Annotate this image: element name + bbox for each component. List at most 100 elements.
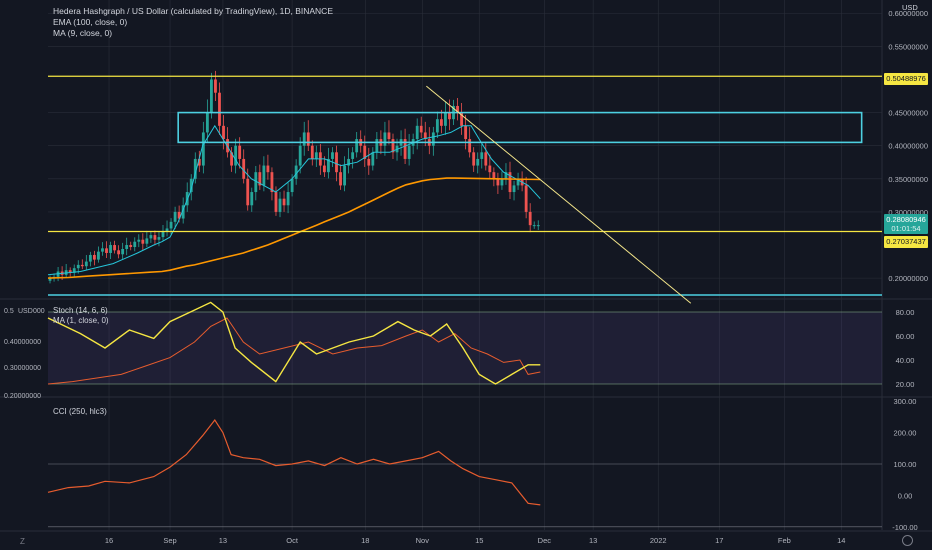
- candle-body: [68, 270, 72, 273]
- overlay-axis-label: 0.40000000: [4, 339, 41, 346]
- candle-body: [153, 235, 157, 240]
- candle-body: [218, 92, 221, 126]
- overlay-axis-label: 0.5: [4, 308, 14, 315]
- bottom-left-icon[interactable]: Z: [20, 537, 25, 546]
- resistance-zone-box: [177, 111, 863, 144]
- candle-body: [121, 248, 125, 255]
- candle-body: [347, 158, 351, 166]
- ma-legend[interactable]: MA (9, close, 0): [53, 28, 113, 38]
- candle-body: [508, 172, 512, 193]
- candle-body: [351, 152, 355, 159]
- candle-body: [439, 119, 443, 126]
- candle-body: [250, 192, 254, 206]
- candle-body: [92, 254, 96, 260]
- candle-body: [278, 198, 282, 212]
- candle-body: [339, 172, 342, 186]
- candle-body: [80, 264, 84, 267]
- candle-body: [472, 152, 476, 166]
- candle-body: [431, 132, 435, 146]
- candle-body: [444, 112, 447, 126]
- candle-body: [464, 125, 468, 140]
- price-axis-label: 0.30000000: [888, 208, 928, 217]
- candle-body: [302, 132, 306, 146]
- candle-body: [391, 139, 395, 153]
- candle-body: [177, 211, 181, 219]
- candle-body: [76, 264, 80, 269]
- ema-legend[interactable]: EMA (100, close, 0): [53, 17, 128, 27]
- candle-body: [286, 192, 290, 206]
- descending-trendline: [426, 85, 692, 304]
- stoch-axis-label: 20.00: [896, 380, 915, 389]
- candle-body: [492, 172, 496, 179]
- candle-body: [181, 205, 185, 219]
- candle-body: [488, 165, 492, 173]
- candle-body: [214, 79, 217, 93]
- candle-body: [387, 132, 391, 140]
- price-axis-label: 0.45000000: [888, 109, 928, 118]
- candle-body: [500, 178, 504, 186]
- candle-body: [129, 245, 133, 248]
- x-tick-label: 2022: [650, 536, 667, 545]
- cci-legend: CCI (250, hlc3): [53, 407, 107, 416]
- candle-body: [222, 125, 225, 140]
- overlay-axis-label: 000: [33, 308, 45, 315]
- candle-body: [246, 178, 250, 206]
- candle-body: [415, 125, 419, 140]
- candle-body: [484, 152, 488, 166]
- candle-body: [314, 152, 318, 159]
- candle-body: [197, 158, 201, 166]
- candle-body: [161, 231, 165, 238]
- x-tick-label: Dec: [538, 536, 552, 545]
- candle-body: [524, 185, 528, 212]
- x-tick-label: Nov: [416, 536, 430, 545]
- candle-body: [173, 211, 177, 222]
- cci-axis-label: -100.00: [892, 523, 917, 532]
- overlay-axis-unit: USD: [18, 308, 33, 315]
- candle-body: [407, 145, 411, 159]
- price-axis-label: 0.55000000: [888, 42, 928, 51]
- candle-body: [133, 241, 137, 248]
- candle-body: [460, 112, 463, 126]
- x-tick-label: 17: [715, 536, 723, 545]
- candle-body: [125, 245, 129, 249]
- candle-body: [363, 145, 367, 159]
- stoch-k-line: [47, 301, 541, 385]
- candle-body: [423, 132, 427, 140]
- candle-body: [84, 261, 88, 267]
- candle-body: [258, 172, 262, 186]
- price-axis-label: 0.60000000: [888, 9, 928, 18]
- candle-body: [367, 158, 371, 166]
- cci-line: [47, 418, 541, 506]
- candle-body: [335, 152, 338, 173]
- candle-body: [145, 238, 149, 244]
- cci-axis-label: 300.00: [894, 397, 917, 406]
- candle-body: [536, 225, 540, 227]
- candle-body: [141, 239, 145, 244]
- candle-body: [189, 178, 193, 193]
- globe-icon[interactable]: [902, 535, 913, 546]
- candle-body: [117, 250, 121, 255]
- x-tick-label: 18: [361, 536, 369, 545]
- candle-body: [262, 165, 266, 186]
- candle-body: [109, 245, 112, 253]
- candle-body: [270, 172, 274, 193]
- candle-body: [480, 152, 484, 159]
- candle-body: [290, 178, 294, 193]
- x-tick-label: Oct: [286, 536, 299, 545]
- candle-body: [105, 248, 108, 253]
- candle-body: [355, 139, 359, 153]
- current-price-tag: 0.28080946: [884, 214, 928, 226]
- candle-body: [403, 139, 407, 159]
- candle-body: [205, 112, 209, 133]
- overlay-axis-label: 0.30000000: [4, 365, 41, 372]
- candle-body: [419, 125, 423, 133]
- candle-body: [282, 198, 286, 206]
- candle-body: [169, 221, 173, 229]
- candle-body: [516, 178, 520, 186]
- resistance-price-tag: 0.50488976: [884, 73, 928, 85]
- candle-body: [512, 185, 516, 193]
- candle-body: [101, 248, 104, 252]
- candle-body: [532, 225, 536, 227]
- stoch-band-fill: [48, 312, 882, 384]
